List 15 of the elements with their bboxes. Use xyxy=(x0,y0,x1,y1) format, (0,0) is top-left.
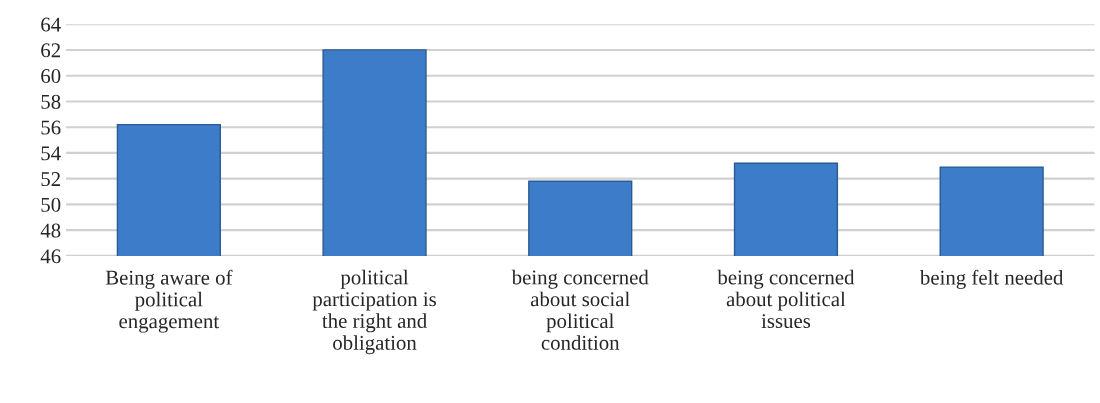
y-tick-label: 46 xyxy=(40,249,61,264)
y-tick-label: 56 xyxy=(41,120,61,135)
x-tick-label: political participation is the right and obligation xyxy=(312,269,436,355)
y-tick-label: 62 xyxy=(41,43,60,58)
y-tick-label: 54 xyxy=(41,146,61,161)
y-tick-label: 48 xyxy=(40,223,61,238)
x-tick-label: being concerned about political issues xyxy=(717,269,855,329)
x-tick-label: Being aware of political engagement xyxy=(105,269,233,333)
y-tick-label: 50 xyxy=(41,197,61,212)
y-tick-label: 58 xyxy=(41,94,61,109)
y-tick-label: 64 xyxy=(41,17,61,32)
y-tick-label: 60 xyxy=(41,69,61,84)
y-tick-label: 52 xyxy=(41,172,60,187)
x-tick-label: being felt needed xyxy=(919,269,1064,289)
x-tick-label: being concerned about social political condition xyxy=(511,269,649,350)
